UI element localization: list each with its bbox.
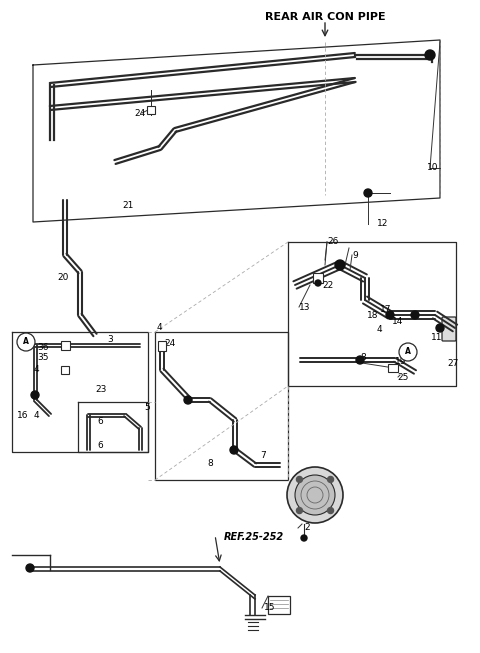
Circle shape xyxy=(295,475,335,515)
Circle shape xyxy=(436,324,444,332)
Text: 24: 24 xyxy=(164,340,175,349)
Text: 2: 2 xyxy=(304,524,310,532)
Bar xyxy=(61,366,69,374)
Circle shape xyxy=(335,260,345,270)
Text: 36: 36 xyxy=(37,343,48,351)
Text: 8: 8 xyxy=(207,458,213,468)
Circle shape xyxy=(297,477,302,483)
Text: REAR AIR CON PIPE: REAR AIR CON PIPE xyxy=(264,12,385,22)
Circle shape xyxy=(184,396,192,404)
Text: 4: 4 xyxy=(377,325,383,334)
Circle shape xyxy=(297,507,302,513)
Text: 23: 23 xyxy=(95,385,107,394)
Text: REF.25-252: REF.25-252 xyxy=(224,532,284,542)
Text: 16: 16 xyxy=(17,411,28,421)
Text: 26: 26 xyxy=(327,238,338,246)
Bar xyxy=(313,273,323,283)
Text: 7: 7 xyxy=(260,451,266,460)
Text: 20: 20 xyxy=(57,274,68,283)
Circle shape xyxy=(327,477,334,483)
FancyBboxPatch shape xyxy=(442,317,456,341)
Text: 17: 17 xyxy=(380,306,392,315)
Text: 4: 4 xyxy=(157,323,163,332)
Text: 27: 27 xyxy=(447,358,458,368)
Circle shape xyxy=(301,535,307,541)
Text: 6: 6 xyxy=(97,441,103,451)
Text: 8: 8 xyxy=(360,353,366,362)
Circle shape xyxy=(17,333,35,351)
Text: 3: 3 xyxy=(107,334,113,343)
Circle shape xyxy=(327,507,334,513)
Text: 9: 9 xyxy=(352,251,358,259)
Bar xyxy=(60,340,70,349)
Text: 18: 18 xyxy=(367,310,379,319)
Text: 19: 19 xyxy=(395,357,407,366)
Circle shape xyxy=(287,467,343,523)
Circle shape xyxy=(315,280,321,286)
Bar xyxy=(147,106,155,114)
Text: 22: 22 xyxy=(322,281,333,291)
Circle shape xyxy=(356,356,364,364)
Circle shape xyxy=(26,564,34,572)
Text: 25: 25 xyxy=(397,372,408,381)
Circle shape xyxy=(425,50,435,60)
Text: 6: 6 xyxy=(97,417,103,426)
Text: 5: 5 xyxy=(144,402,150,411)
Text: A: A xyxy=(405,347,411,357)
Circle shape xyxy=(230,446,238,454)
Bar xyxy=(158,341,166,351)
Text: 10: 10 xyxy=(427,163,439,172)
Text: 4: 4 xyxy=(34,411,40,419)
Text: 1: 1 xyxy=(312,479,318,488)
Text: 4: 4 xyxy=(34,366,40,375)
Bar xyxy=(388,364,398,372)
Text: 24: 24 xyxy=(134,108,145,118)
Circle shape xyxy=(364,189,372,197)
Text: 21: 21 xyxy=(122,200,133,210)
Text: 12: 12 xyxy=(377,219,388,229)
Bar xyxy=(268,596,290,614)
Circle shape xyxy=(411,311,419,319)
Circle shape xyxy=(399,343,417,361)
Circle shape xyxy=(386,311,394,319)
Text: 13: 13 xyxy=(299,302,311,311)
Text: 14: 14 xyxy=(392,317,403,326)
Text: 11: 11 xyxy=(431,332,443,342)
Text: 15: 15 xyxy=(264,603,276,613)
Circle shape xyxy=(31,391,39,399)
Text: 35: 35 xyxy=(37,353,48,362)
Text: A: A xyxy=(23,338,29,347)
